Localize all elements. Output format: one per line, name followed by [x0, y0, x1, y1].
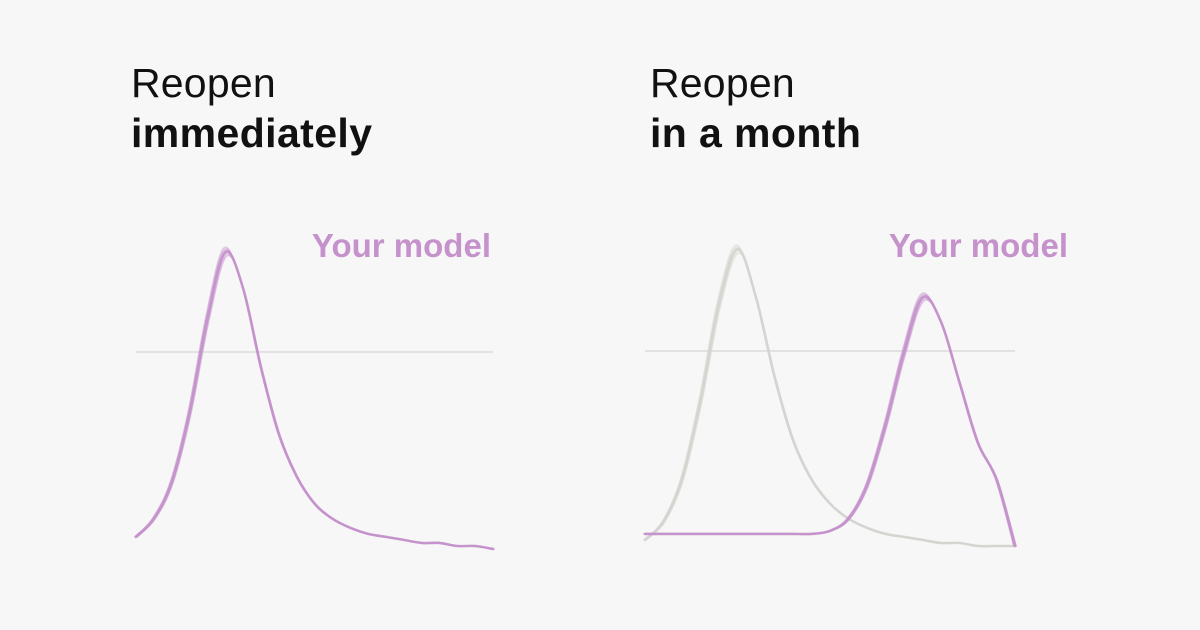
line-chart: Your model — [643, 227, 1068, 548]
panel-reopen-in-a-month: Reopen in a month Your model — [560, 0, 1200, 630]
series-line — [643, 295, 1017, 548]
series-line — [643, 292, 1015, 547]
series-line — [134, 250, 495, 551]
series-line — [645, 251, 1017, 547]
series-line — [645, 297, 1017, 547]
series-line — [644, 296, 1016, 547]
series-annotation: Your model — [889, 227, 1068, 264]
series-line — [136, 255, 495, 550]
series-line — [135, 251, 494, 550]
title-line-regular: Reopen — [131, 60, 276, 106]
series-annotation: Your model — [312, 227, 491, 264]
model-series — [643, 292, 1017, 548]
series-line — [643, 247, 1017, 548]
title-line-regular: Reopen — [650, 60, 795, 106]
model-series — [134, 246, 495, 551]
title-line-bold: immediately — [131, 110, 373, 157]
series-line — [644, 249, 1016, 547]
title-line-bold: in a month — [650, 110, 862, 157]
panel-title: Reopen immediately — [131, 58, 372, 158]
line-chart: Your model — [134, 227, 495, 551]
series-line — [136, 254, 495, 550]
series-line — [643, 294, 1015, 547]
reference-series — [643, 244, 1017, 548]
panel-reopen-immediately: Reopen immediately Your model — [0, 0, 560, 630]
series-line — [644, 295, 1016, 547]
series-line — [645, 298, 1017, 547]
series-line — [645, 250, 1017, 547]
series-line — [643, 293, 1015, 547]
panel-title: Reopen in a month — [650, 58, 861, 158]
series-line — [136, 252, 495, 550]
series-line — [645, 252, 1017, 547]
series-line — [645, 299, 1017, 547]
